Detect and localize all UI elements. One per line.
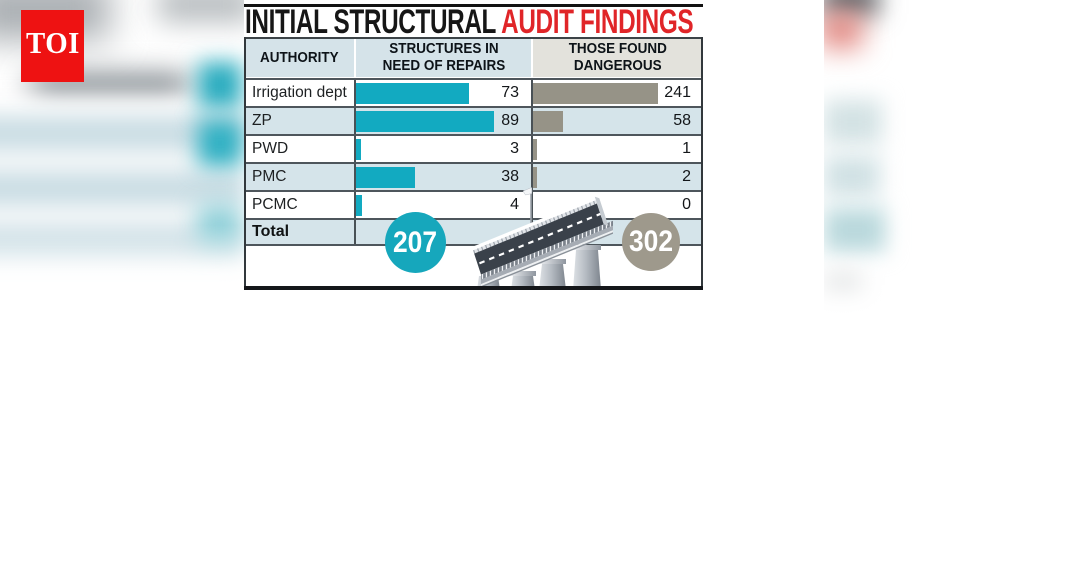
total-label: Total xyxy=(252,223,290,240)
total-dangerous-value: 302 xyxy=(628,225,674,258)
repairs-value: 73 xyxy=(501,84,519,101)
backdrop-fade xyxy=(824,0,1070,580)
toi-logo: TOI xyxy=(21,10,84,82)
header-authority: AUTHORITY xyxy=(244,39,354,77)
repairs-bar xyxy=(356,82,470,104)
repairs-bar xyxy=(356,138,361,160)
table-rows: Irrigation dept 73 241 ZP 89 58 PWD 3 1 PMC 38 2 PCM… xyxy=(244,78,703,246)
repairs-cell: 4 xyxy=(354,192,531,218)
repairs-cell: 89 xyxy=(354,108,531,134)
chart-title-red: AUDIT FINDINGS xyxy=(501,3,694,41)
dangerous-cell: 58 xyxy=(531,108,703,134)
toi-logo-text: TOI xyxy=(25,24,80,60)
bottom-rule xyxy=(244,286,703,290)
backdrop-blur-left xyxy=(0,0,244,580)
dangerous-value: 241 xyxy=(664,84,691,101)
table-row: PWD 3 1 xyxy=(244,134,703,162)
bridge-deck-side xyxy=(481,220,613,288)
row-label: PCMC xyxy=(252,196,298,213)
header-repairs: STRUCTURES IN NEED OF REPAIRS xyxy=(354,39,531,77)
repairs-bar xyxy=(356,110,494,132)
backdrop-fade xyxy=(0,0,244,580)
dangerous-value: 1 xyxy=(682,140,691,157)
dangerous-cell: 0 xyxy=(531,192,703,218)
bridge-deck-top xyxy=(472,196,604,275)
dangerous-bar xyxy=(533,138,537,160)
total-repairs-cell xyxy=(354,220,531,244)
table-header: AUTHORITY STRUCTURES IN NEED OF REPAIRS T… xyxy=(244,37,703,78)
repairs-cell: 73 xyxy=(354,80,531,106)
total-repairs-value: 207 xyxy=(393,225,438,259)
chart-title-black: INITIAL STRUCTURAL xyxy=(245,3,502,41)
table-row: Irrigation dept 73 241 xyxy=(244,78,703,106)
total-repairs-badge: 207 xyxy=(385,212,446,273)
repairs-cell: 38 xyxy=(354,164,531,190)
dangerous-cell: 241 xyxy=(531,80,703,106)
table-row: PCMC 4 0 xyxy=(244,190,703,218)
repairs-value: 3 xyxy=(510,140,519,157)
total-dangerous-badge: 302 xyxy=(622,213,680,271)
repairs-value: 38 xyxy=(501,168,519,185)
table-left-border xyxy=(244,37,246,290)
bridge-lamppost xyxy=(522,187,533,226)
dangerous-value: 2 xyxy=(682,168,691,185)
table-right-border xyxy=(701,37,703,290)
dangerous-value: 0 xyxy=(682,196,691,213)
dangerous-bar xyxy=(533,166,537,188)
top-rule xyxy=(244,4,703,7)
bridge-deck-end xyxy=(594,196,609,226)
dangerous-value: 58 xyxy=(673,112,691,129)
chart-title: INITIAL STRUCTURAL AUDIT FINDINGS xyxy=(245,5,704,39)
row-label: ZP xyxy=(252,112,272,129)
dangerous-bar xyxy=(533,110,564,132)
repairs-value: 4 xyxy=(510,196,519,213)
repairs-bar xyxy=(356,166,415,188)
table-row: ZP 89 58 xyxy=(244,106,703,134)
infographic: INITIAL STRUCTURAL AUDIT FINDINGS AUTHOR… xyxy=(244,0,703,292)
row-label: PWD xyxy=(252,140,289,157)
dangerous-cell: 2 xyxy=(531,164,703,190)
header-dangerous: THOSE FOUND DANGEROUS xyxy=(531,39,703,77)
dangerous-bar xyxy=(533,82,659,104)
dangerous-cell: 1 xyxy=(531,136,703,162)
row-label: PMC xyxy=(252,168,287,185)
bridge-illustration xyxy=(472,187,613,290)
backdrop-blur-right xyxy=(824,0,1070,580)
row-label: Irrigation dept xyxy=(252,84,347,101)
repairs-bar xyxy=(356,194,363,216)
repairs-value: 89 xyxy=(501,112,519,129)
table-row: PMC 38 2 xyxy=(244,162,703,190)
repairs-cell: 3 xyxy=(354,136,531,162)
